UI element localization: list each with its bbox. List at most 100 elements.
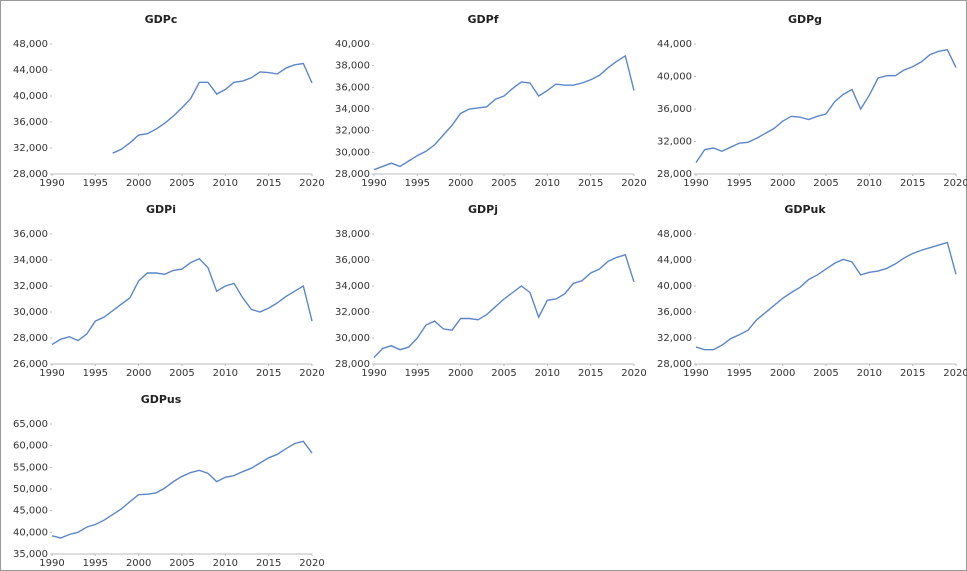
y-tick-label: 36,000 xyxy=(13,117,48,128)
y-tick-label: 65,000 xyxy=(13,419,48,430)
y-tick-label: 30,000 xyxy=(335,147,370,158)
y-tick-label: 32,000 xyxy=(335,307,370,318)
y-tick-label: 48,000 xyxy=(657,229,692,240)
x-tick-label: 2000 xyxy=(126,558,151,569)
y-tick-label: 26,000 xyxy=(13,359,48,370)
x-tick-label: 1995 xyxy=(405,178,430,189)
x-tick-label: 1990 xyxy=(39,178,64,189)
y-tick-label: 34,000 xyxy=(335,104,370,115)
y-tick-label: 40,000 xyxy=(13,91,48,102)
x-tick-label: 1995 xyxy=(727,368,752,379)
x-tick-label: 2010 xyxy=(857,178,882,189)
x-tick-label: 2020 xyxy=(621,178,646,189)
x-tick-label: 2015 xyxy=(256,558,281,569)
y-tick-label: 34,000 xyxy=(335,281,370,292)
x-tick-label: 1995 xyxy=(83,178,108,189)
series-line xyxy=(695,48,957,164)
x-tick-label: 1995 xyxy=(83,558,108,569)
x-tick-label: 2015 xyxy=(578,178,603,189)
y-tick-label: 40,000 xyxy=(335,39,370,50)
x-tick-label: 2010 xyxy=(535,178,560,189)
x-tick-label: 2015 xyxy=(900,368,925,379)
chart-title: GDPc xyxy=(145,13,178,26)
x-tick-label: 2000 xyxy=(448,368,473,379)
x-tick-label: 2015 xyxy=(256,178,281,189)
series-line xyxy=(373,253,635,358)
x-tick-label: 2020 xyxy=(299,368,324,379)
y-tick-label: 35,000 xyxy=(13,549,48,560)
y-tick-label: 55,000 xyxy=(13,462,48,473)
x-tick-label: 1990 xyxy=(361,178,386,189)
x-tick-label: 2010 xyxy=(213,368,238,379)
y-tick-label: 40,000 xyxy=(13,527,48,538)
x-tick-label: 2015 xyxy=(256,368,281,379)
y-tick-label: 36,000 xyxy=(657,307,692,318)
series-line xyxy=(112,62,313,154)
x-tick-label: 2015 xyxy=(578,368,603,379)
y-tick-label: 34,000 xyxy=(13,255,48,266)
series-line xyxy=(373,54,635,171)
x-tick-label: 1990 xyxy=(361,368,386,379)
y-tick-label: 50,000 xyxy=(13,484,48,495)
series-line xyxy=(695,241,957,351)
y-tick-label: 48,000 xyxy=(13,39,48,50)
y-tick-label: 28,000 xyxy=(657,359,692,370)
y-tick-label: 38,000 xyxy=(335,229,370,240)
x-tick-label: 1990 xyxy=(683,178,708,189)
x-tick-label: 2015 xyxy=(900,178,925,189)
x-tick-label: 1990 xyxy=(683,368,708,379)
x-tick-label: 2020 xyxy=(943,368,967,379)
x-tick-label: 1990 xyxy=(39,368,64,379)
y-tick-label: 44,000 xyxy=(13,65,48,76)
y-tick-label: 28,000 xyxy=(13,333,48,344)
y-tick-label: 28,000 xyxy=(335,169,370,180)
y-tick-label: 45,000 xyxy=(13,506,48,517)
x-tick-label: 1995 xyxy=(727,178,752,189)
x-tick-label: 2005 xyxy=(169,368,194,379)
x-tick-label: 1990 xyxy=(39,558,64,569)
x-tick-label: 2005 xyxy=(813,368,838,379)
x-tick-label: 1995 xyxy=(83,368,108,379)
y-tick-label: 32,000 xyxy=(13,143,48,154)
y-tick-label: 38,000 xyxy=(335,61,370,72)
x-tick-label: 2020 xyxy=(299,558,324,569)
y-tick-label: 60,000 xyxy=(13,441,48,452)
y-tick-label: 44,000 xyxy=(657,255,692,266)
series-line xyxy=(51,257,313,346)
y-tick-label: 36,000 xyxy=(335,255,370,266)
x-tick-label: 2005 xyxy=(813,178,838,189)
chart-title: GDPus xyxy=(141,393,182,406)
y-tick-label: 40,000 xyxy=(657,281,692,292)
x-tick-label: 2000 xyxy=(770,368,795,379)
x-tick-label: 2005 xyxy=(169,558,194,569)
y-tick-label: 28,000 xyxy=(13,169,48,180)
x-tick-label: 2020 xyxy=(943,178,967,189)
x-tick-label: 2020 xyxy=(299,178,324,189)
y-tick-label: 32,000 xyxy=(13,281,48,292)
x-tick-label: 2010 xyxy=(213,558,238,569)
y-tick-label: 32,000 xyxy=(335,126,370,137)
x-tick-label: 2005 xyxy=(491,368,516,379)
chart-title: GDPi xyxy=(146,203,176,216)
y-tick-label: 36,000 xyxy=(13,229,48,240)
y-tick-label: 40,000 xyxy=(657,72,692,83)
x-tick-label: 2010 xyxy=(535,368,560,379)
chart-title: GDPg xyxy=(788,13,822,26)
y-tick-label: 32,000 xyxy=(657,333,692,344)
y-tick-label: 28,000 xyxy=(335,359,370,370)
x-tick-label: 2010 xyxy=(857,368,882,379)
x-tick-label: 2000 xyxy=(448,178,473,189)
chart-title: GDPf xyxy=(467,13,498,26)
chart-title: GDPj xyxy=(468,203,498,216)
y-tick-label: 28,000 xyxy=(657,169,692,180)
x-tick-label: 1995 xyxy=(405,368,430,379)
x-tick-label: 2020 xyxy=(621,368,646,379)
x-tick-label: 2000 xyxy=(770,178,795,189)
x-tick-label: 2005 xyxy=(491,178,516,189)
y-tick-label: 36,000 xyxy=(335,82,370,93)
series-line xyxy=(51,440,313,539)
y-tick-label: 44,000 xyxy=(657,39,692,50)
y-tick-label: 30,000 xyxy=(335,333,370,344)
